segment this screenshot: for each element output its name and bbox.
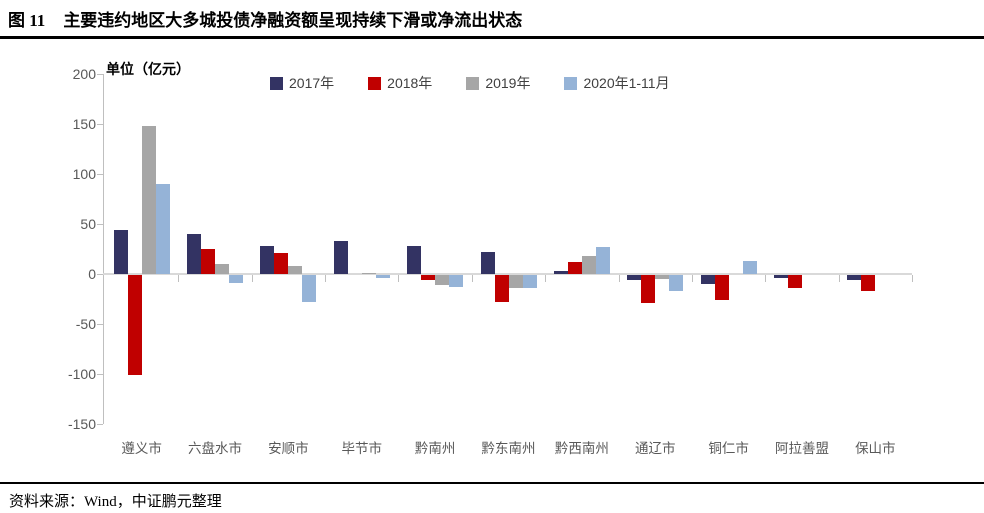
- legend-label: 2019年: [485, 75, 531, 91]
- bar-2019年-遵义市: [141, 126, 156, 274]
- bar-2018年-阿拉善盟: [787, 275, 802, 288]
- x-axis-tick: [618, 275, 620, 282]
- figure-title: 主要违约地区大多城投债净融资额呈现持续下滑或净流出状态: [63, 11, 523, 30]
- category-label: 遵义市: [121, 441, 162, 456]
- y-axis-tick: [97, 324, 103, 325]
- category-label: 黔西南州: [554, 441, 609, 456]
- y-axis-tick: [97, 424, 103, 425]
- legend-item-2019年: 2019年: [466, 73, 530, 93]
- legend-label: 2018年: [387, 75, 433, 91]
- bar-2018年-黔东南州: [494, 275, 509, 302]
- bar-2018年-遵义市: [127, 275, 142, 375]
- category-label: 铜仁市: [708, 441, 749, 456]
- bar-2020年1-11月-毕节市: [375, 275, 390, 278]
- x-axis-tick: [912, 275, 913, 282]
- zero-baseline: [103, 273, 912, 275]
- y-axis-label: 200: [72, 66, 96, 82]
- x-axis-tick: [251, 275, 253, 282]
- category-label: 安顺市: [268, 441, 309, 456]
- bar-2017年-铜仁市: [700, 275, 715, 284]
- y-axis-label: 100: [72, 166, 96, 182]
- bar-2018年-黔西南州: [567, 262, 582, 274]
- bar-2018年-保山市: [861, 275, 876, 291]
- bar-2017年-安顺市: [260, 246, 275, 274]
- bar-2019年-六盘水市: [215, 264, 230, 274]
- bar-2017年-阿拉善盟: [773, 275, 788, 278]
- bar-2017年-毕节市: [333, 241, 348, 274]
- legend-label: 2017年: [289, 75, 335, 91]
- figure-header: 图 11 主要违约地区大多城投债净融资额呈现持续下滑或净流出状态: [0, 0, 984, 39]
- bar-2019年-通辽市: [655, 275, 670, 279]
- y-axis-label: -50: [75, 316, 96, 332]
- y-axis-tick: [97, 74, 103, 75]
- bar-2019年-黔东南州: [508, 275, 523, 288]
- bar-2019年-毕节市: [361, 273, 376, 274]
- figure-label: 图 11: [8, 11, 46, 30]
- legend-swatch: [368, 76, 382, 90]
- bar-2017年-黔东南州: [480, 252, 495, 274]
- y-axis-label: 50: [80, 216, 96, 232]
- category-label: 黔南州: [414, 441, 456, 456]
- x-axis-tick: [838, 275, 840, 282]
- legend-swatch: [564, 76, 578, 90]
- y-axis-tick: [97, 224, 103, 225]
- x-axis-tick: [178, 275, 180, 282]
- y-axis-line: [103, 74, 104, 424]
- bar-2019年-安顺市: [288, 266, 303, 274]
- bar-2017年-黔西南州: [553, 271, 568, 274]
- bar-2018年-六盘水市: [201, 249, 216, 274]
- y-axis-label: -150: [67, 416, 96, 432]
- category-label: 阿拉善盟: [774, 441, 829, 456]
- y-axis-tick: [97, 174, 103, 175]
- bar-2019年-黔西南州: [581, 256, 596, 274]
- bar-2020年1-11月-黔南州: [449, 275, 464, 287]
- x-axis-tick: [545, 275, 547, 282]
- bar-2017年-黔南州: [407, 246, 422, 274]
- bar-2020年1-11月-黔西南州: [595, 247, 610, 274]
- y-axis-label: 0: [88, 266, 96, 282]
- y-axis-tick: [97, 124, 103, 125]
- bar-2017年-六盘水市: [187, 234, 202, 274]
- legend-swatch: [270, 76, 283, 90]
- x-axis-tick: [471, 275, 473, 282]
- bar-2020年1-11月-铜仁市: [742, 261, 757, 274]
- legend-item-2017年: 2017年: [270, 73, 334, 93]
- bar-2018年-安顺市: [274, 253, 289, 274]
- bar-2019年-黔南州: [435, 275, 450, 285]
- bar-2018年-黔南州: [421, 275, 436, 280]
- category-label: 保山市: [855, 441, 896, 456]
- bar-2018年-通辽市: [641, 275, 656, 303]
- y-axis-label: 150: [72, 116, 96, 132]
- x-axis-tick: [765, 275, 767, 282]
- x-axis-tick: [691, 275, 693, 282]
- legend-item-2018年: 2018年: [368, 73, 432, 93]
- bar-2020年1-11月-六盘水市: [229, 275, 244, 283]
- category-label: 通辽市: [634, 441, 676, 456]
- y-axis-label: -100: [67, 366, 96, 382]
- bar-chart: 单位（亿元） 2017年 2018年 2019年 2020年1-11月 200 150 1…: [0, 33, 984, 482]
- y-axis-tick: [97, 374, 103, 375]
- bar-2020年1-11月-遵义市: [155, 184, 170, 274]
- source-note: 资料来源：Wind，中证鹏元整理: [0, 482, 984, 513]
- bar-2020年1-11月-通辽市: [669, 275, 684, 291]
- category-label: 六盘水市: [188, 441, 243, 456]
- chart-legend: 2017年 2018年 2019年 2020年1-11月: [270, 73, 670, 93]
- category-label: 毕节市: [341, 441, 383, 456]
- unit-label: 单位（亿元）: [106, 61, 190, 77]
- bar-2017年-通辽市: [627, 275, 642, 280]
- bar-2020年1-11月-黔东南州: [522, 275, 537, 288]
- bar-2017年-遵义市: [113, 230, 128, 274]
- bar-2017年-保山市: [847, 275, 862, 280]
- legend-swatch: [466, 76, 480, 90]
- legend-item-2020年1-11月: 2020年1-11月: [564, 73, 670, 93]
- x-axis-tick: [325, 275, 327, 282]
- category-label: 黔东南州: [481, 441, 536, 456]
- bar-2020年1-11月-安顺市: [302, 275, 317, 302]
- legend-label: 2020年1-11月: [583, 75, 670, 91]
- x-axis-tick: [398, 275, 400, 282]
- bar-2018年-铜仁市: [714, 275, 729, 300]
- y-axis-tick: [97, 274, 103, 275]
